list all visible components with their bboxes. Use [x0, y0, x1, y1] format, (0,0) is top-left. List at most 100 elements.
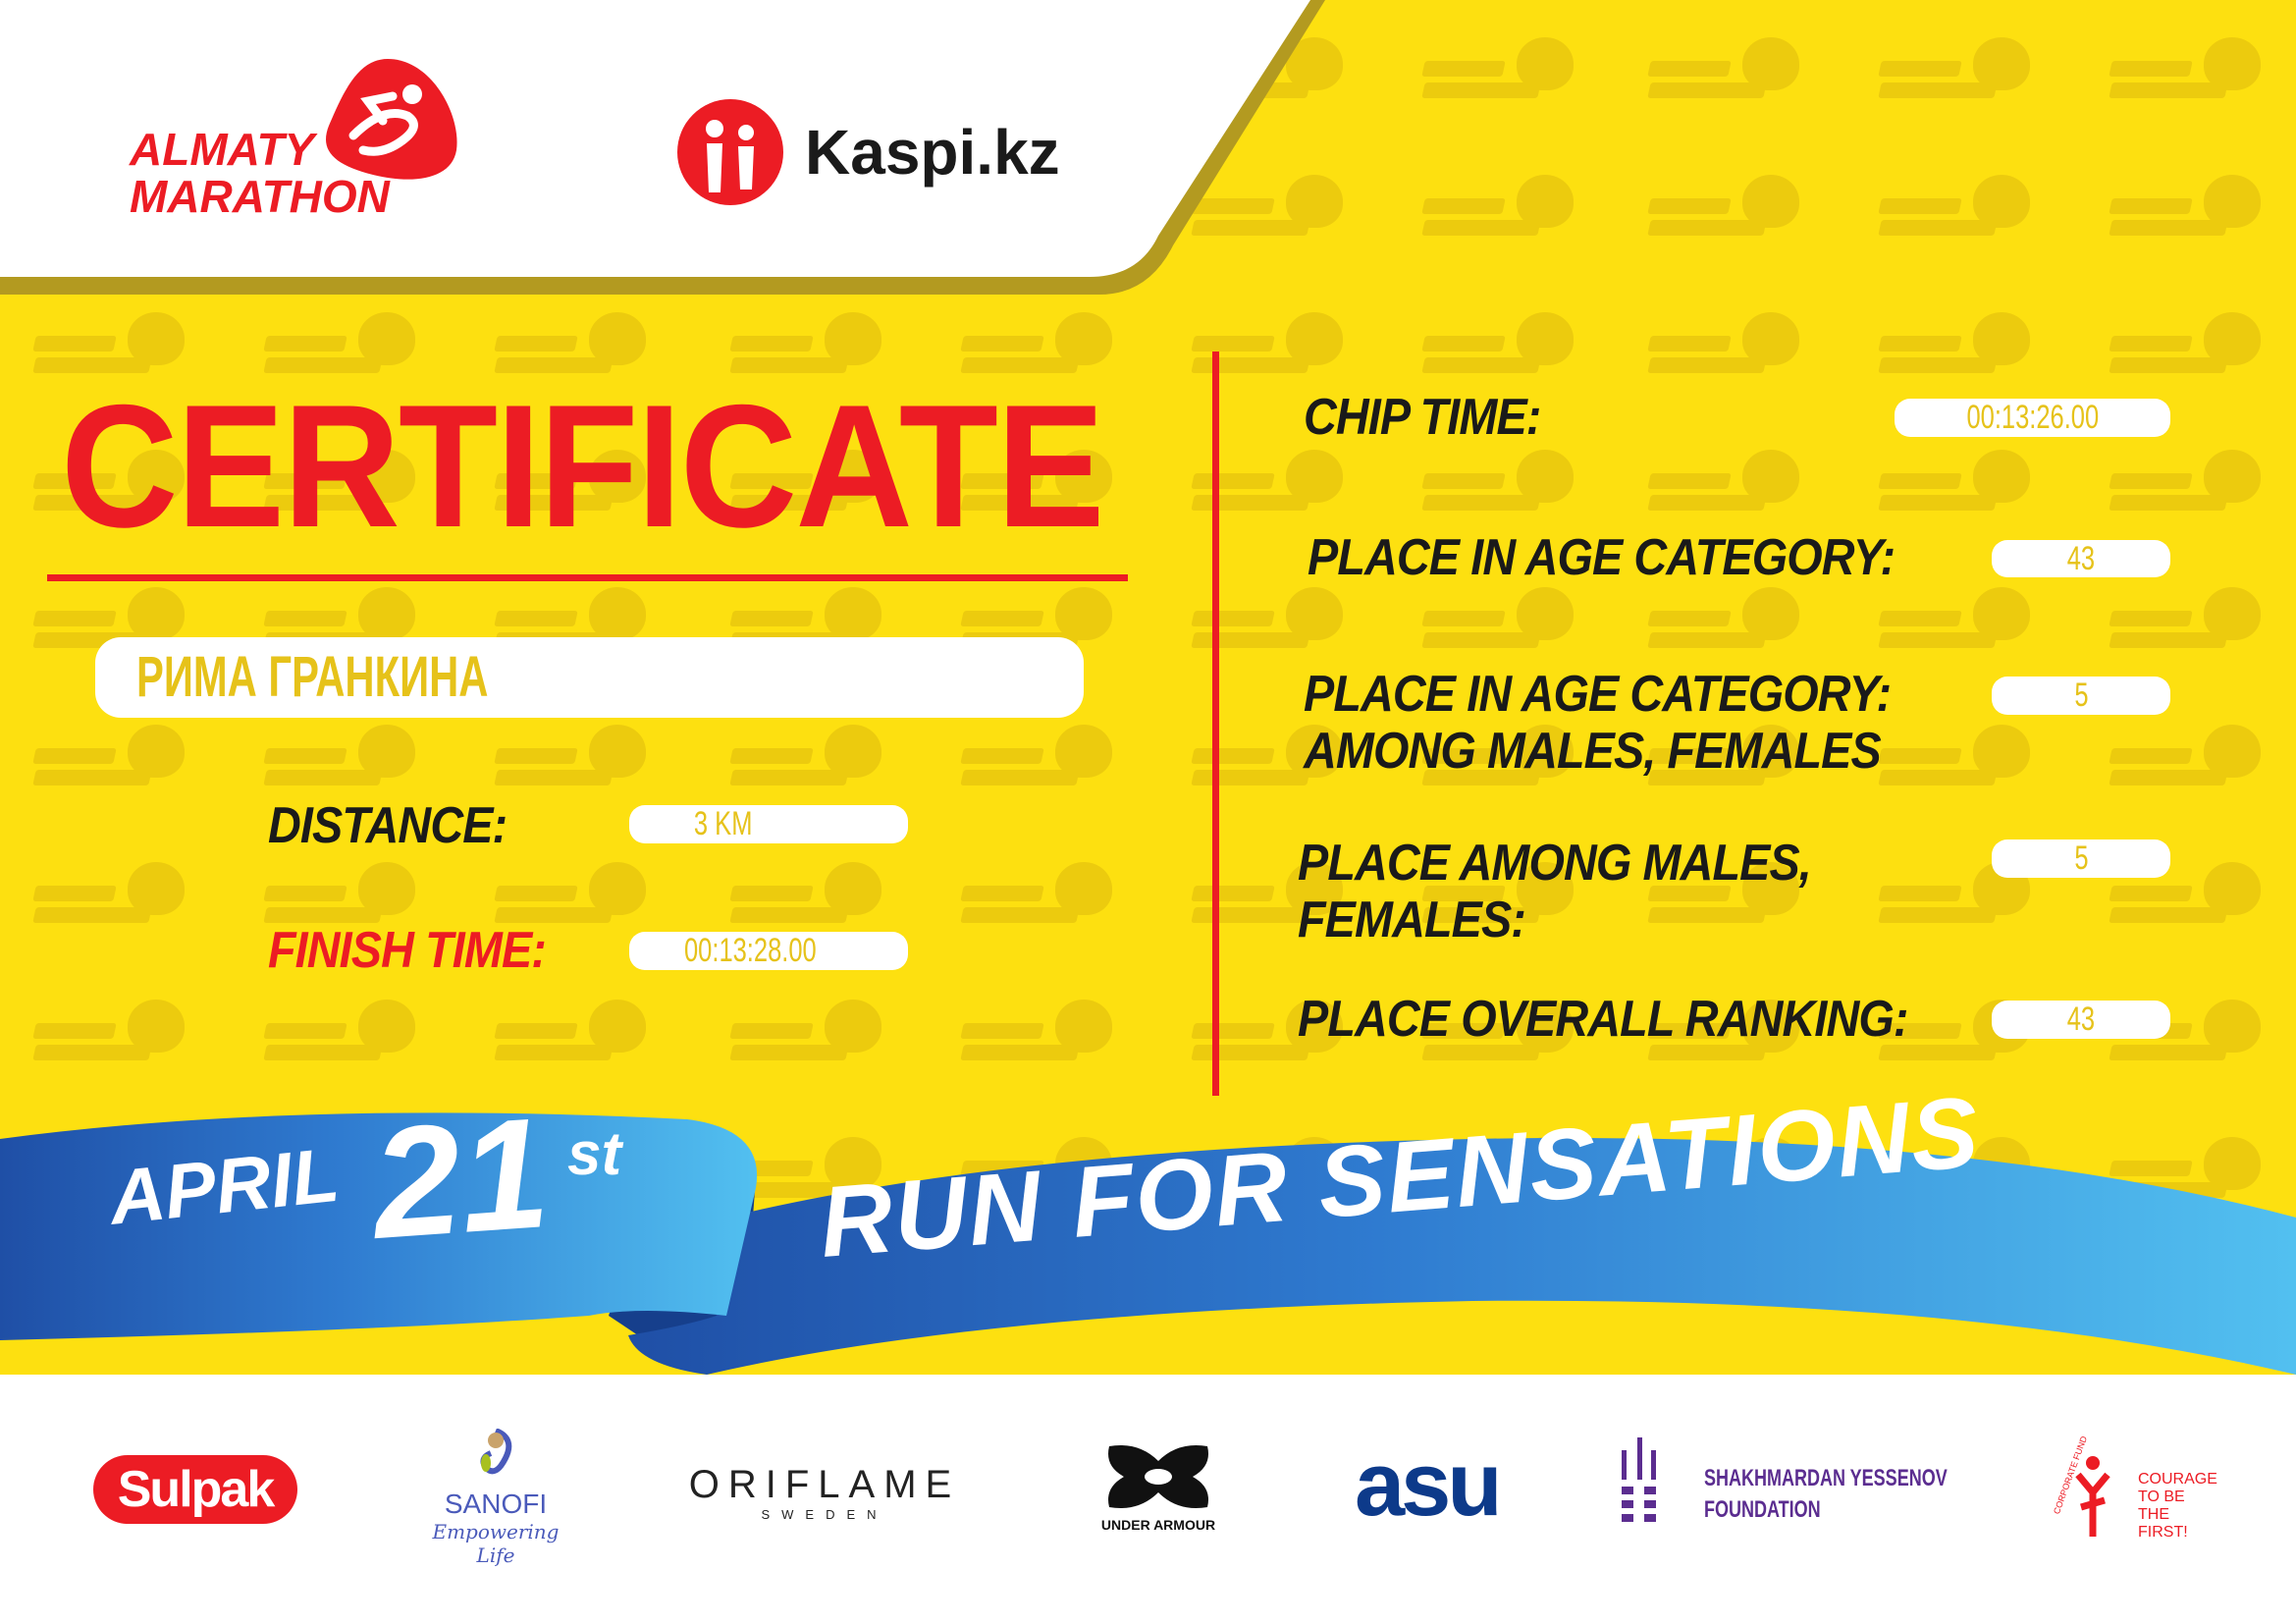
chip-time-value-field: 00:13:26.00 — [1895, 399, 2170, 437]
watermark-lettering — [1191, 611, 1275, 626]
watermark-runner-icon — [1973, 312, 2030, 365]
watermark-runner-icon — [1517, 862, 1574, 915]
watermark-lettering — [729, 336, 814, 352]
watermark-lettering — [1878, 357, 1998, 373]
watermark-item — [1191, 1000, 1350, 1070]
distance-value-field: 3 KM — [629, 805, 908, 843]
watermark-lettering — [1421, 495, 1541, 511]
watermark-item — [1647, 37, 1806, 108]
watermark-lettering — [1191, 1023, 1275, 1039]
watermark-runner-icon — [2204, 450, 2261, 503]
watermark-lettering — [263, 611, 347, 626]
watermark-runner-icon — [825, 725, 881, 778]
watermark-lettering — [960, 1045, 1080, 1060]
watermark-runner-icon — [358, 862, 415, 915]
watermark-runner-icon — [1517, 587, 1574, 640]
watermark-runner-icon — [1055, 312, 1112, 365]
watermark-item — [1191, 725, 1350, 795]
watermark-runner-icon — [1517, 175, 1574, 228]
watermark-lettering — [1878, 632, 1998, 648]
watermark-lettering — [2109, 198, 2193, 214]
watermark-runner-icon — [1055, 1000, 1112, 1053]
chip-time-value: 00:13:26.00 — [1966, 399, 2099, 436]
watermark-runner-icon — [2204, 587, 2261, 640]
title-underline — [47, 574, 1128, 581]
watermark-runner-icon — [589, 587, 646, 640]
watermark-runner-icon — [1973, 450, 2030, 503]
watermark-item — [2109, 1000, 2268, 1070]
watermark-runner-icon — [1286, 862, 1343, 915]
watermark-item — [1878, 587, 2037, 658]
watermark-lettering — [494, 611, 578, 626]
watermark-item — [1191, 175, 1350, 245]
watermark-lettering — [494, 336, 578, 352]
oriflame-sub: SWEDEN — [761, 1507, 888, 1522]
watermark-runner-icon — [2204, 862, 2261, 915]
watermark-item — [729, 312, 888, 383]
watermark-lettering — [960, 611, 1044, 626]
watermark-lettering — [1191, 473, 1275, 489]
oriflame-logo: ORIFLAME SWEDEN — [687, 1463, 962, 1522]
age-category-gender-label-line1: PLACE IN AGE CATEGORY: — [1304, 666, 1892, 723]
watermark-lettering — [960, 770, 1080, 785]
watermark-lettering — [1878, 770, 1998, 785]
distance-value: 3 KM — [693, 805, 753, 842]
watermark-item — [263, 312, 422, 383]
watermark-item — [960, 450, 1119, 520]
watermark-lettering — [729, 1023, 814, 1039]
watermark-item — [2109, 450, 2268, 520]
watermark-lettering — [1421, 82, 1541, 98]
watermark-runner-icon — [2204, 37, 2261, 90]
courage-line2: TO BE — [2138, 1489, 2185, 1505]
watermark-lettering — [2109, 357, 2228, 373]
watermark-lettering — [1191, 357, 1310, 373]
almaty-marathon-logo: ALMATY MARATHON — [128, 57, 461, 234]
watermark-lettering — [1191, 1045, 1310, 1060]
courage-line1: COURAGE — [2138, 1471, 2217, 1488]
watermark-lettering — [1878, 611, 1962, 626]
watermark-item — [960, 312, 1119, 383]
watermark-item — [729, 1137, 888, 1208]
watermark-lettering — [32, 336, 117, 352]
yessenov-line1: SHAKHMARDAN YESSENOV — [1704, 1465, 1948, 1491]
watermark-lettering — [2109, 61, 2193, 77]
watermark-lettering — [2109, 632, 2228, 648]
sanofi-icon — [480, 1428, 512, 1475]
watermark-lettering — [2109, 1045, 2228, 1060]
watermark-item — [1878, 312, 2037, 383]
courage-line3: THE FIRST! — [2138, 1506, 2188, 1541]
watermark-item — [494, 450, 653, 520]
watermark-lettering — [2109, 611, 2193, 626]
gender-place-value: 5 — [2073, 839, 2089, 877]
watermark-item — [494, 312, 653, 383]
watermark-runner-icon — [1973, 725, 2030, 778]
watermark-runner-icon — [358, 725, 415, 778]
watermark-item — [32, 450, 191, 520]
watermark-lettering — [1421, 336, 1506, 352]
sanofi-name: SANOFI — [444, 1489, 548, 1519]
watermark-item — [1878, 862, 2037, 933]
watermark-runner-icon — [128, 587, 185, 640]
watermark-item — [960, 587, 1119, 658]
watermark-runner-icon — [589, 862, 646, 915]
watermark-runner-icon — [128, 725, 185, 778]
watermark-lettering — [960, 1023, 1044, 1039]
watermark-item — [1191, 587, 1350, 658]
watermark-item — [494, 725, 653, 795]
courage-fund-logo: CORPORATE FUND COURAGE TO BE THE FIRST! — [2052, 1435, 2218, 1542]
watermark-item — [729, 587, 888, 658]
certificate-title: CERTIFICATE — [61, 368, 1104, 564]
oriflame-name: ORIFLAME — [688, 1463, 961, 1506]
watermark-lettering — [263, 1045, 383, 1060]
watermark-lettering — [1421, 611, 1506, 626]
watermark-lettering — [494, 1045, 614, 1060]
watermark-lettering — [1191, 632, 1310, 648]
watermark-lettering — [1647, 495, 1767, 511]
watermark-lettering — [1191, 770, 1310, 785]
watermark-lettering — [1421, 220, 1541, 236]
watermark-runner-icon — [1742, 725, 1799, 778]
watermark-runner-icon — [2204, 312, 2261, 365]
sanofi-tagline: Empowering Life — [432, 1520, 560, 1567]
watermark-lettering — [494, 748, 578, 764]
watermark-lettering — [729, 907, 849, 923]
